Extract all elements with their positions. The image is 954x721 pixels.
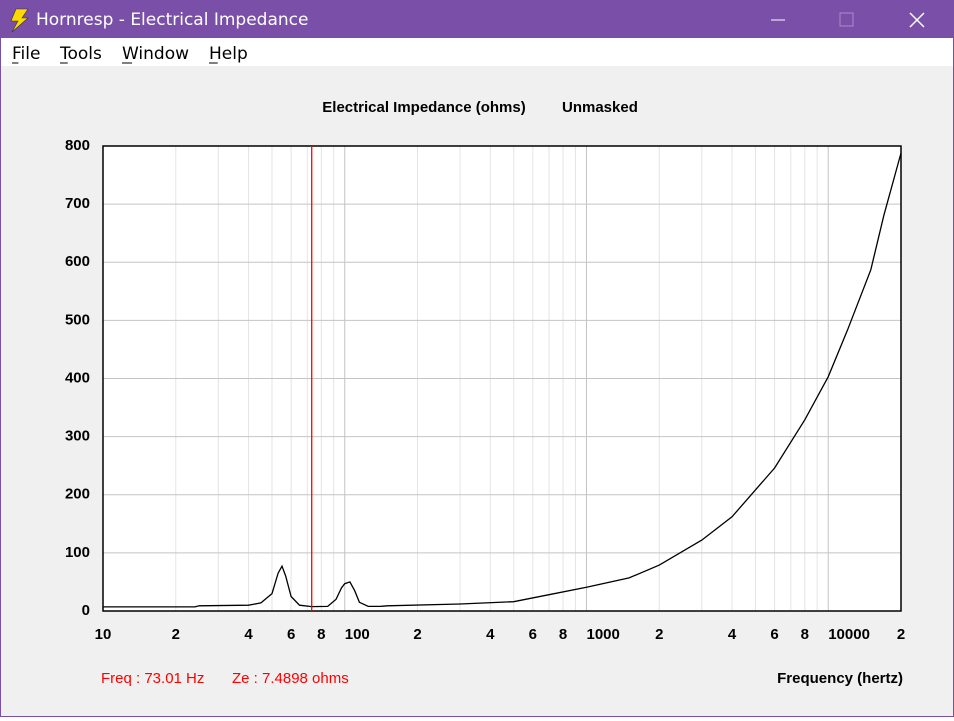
y-tick-label: 700 <box>65 195 90 212</box>
x-tick-label: 8 <box>801 626 809 643</box>
x-tick-label: 10000 <box>828 626 870 643</box>
x-tick-label: 4 <box>728 626 737 643</box>
y-tick-label: 0 <box>82 602 90 619</box>
x-tick-label: 8 <box>559 626 567 643</box>
app-icon <box>10 8 29 33</box>
x-tick-label: 6 <box>770 626 778 643</box>
window-title: Hornresp - Electrical Impedance <box>36 10 308 30</box>
y-tick-label: 200 <box>65 486 90 503</box>
maximize-button[interactable] <box>839 12 854 27</box>
y-tick-label: 800 <box>65 137 90 154</box>
close-button[interactable] <box>909 12 925 28</box>
x-tick-label: 2 <box>655 626 663 643</box>
menu-item[interactable]: File <box>12 44 40 64</box>
x-tick-label: 6 <box>529 626 537 643</box>
menu-item[interactable]: Window <box>122 44 189 64</box>
x-axis-label: Frequency (hertz) <box>777 670 903 687</box>
x-tick-label: 2 <box>897 626 905 643</box>
x-tick-label: 4 <box>486 626 495 643</box>
cursor-readout: Ze : 7.4898 ohms <box>232 670 349 687</box>
x-tick-label: 8 <box>317 626 325 643</box>
x-tick-label: 1000 <box>586 626 619 643</box>
y-tick-label: 100 <box>65 544 90 561</box>
x-tick-label: 4 <box>244 626 253 643</box>
x-tick-label: 2 <box>413 626 421 643</box>
y-tick-label: 500 <box>65 311 90 328</box>
plot-border <box>102 145 902 612</box>
x-tick-label: 10 <box>95 626 112 643</box>
cursor-readout: Freq : 73.01 Hz <box>101 670 204 687</box>
menu-item[interactable]: Tools <box>59 44 102 64</box>
menu-bar <box>1 38 953 66</box>
x-tick-label: 2 <box>172 626 180 643</box>
chart-title: Electrical Impedance (ohms) <box>322 99 525 116</box>
chart: 10 2 4 6 8 100 2 4 6 8 1000 2 4 6 8 10000 2 0 100 200 300 400… <box>65 99 905 687</box>
y-tick-label: 600 <box>65 253 90 270</box>
menu: File Tools Window Help <box>12 44 248 64</box>
x-tick-label: 100 <box>345 626 370 643</box>
menu-item[interactable]: Help <box>209 44 248 64</box>
y-tick-label: 400 <box>65 369 90 386</box>
impedance-curve <box>103 152 902 608</box>
x-tick-label: 6 <box>287 626 295 643</box>
y-tick-label: 300 <box>65 428 90 445</box>
chart-subtitle: Unmasked <box>562 99 638 116</box>
